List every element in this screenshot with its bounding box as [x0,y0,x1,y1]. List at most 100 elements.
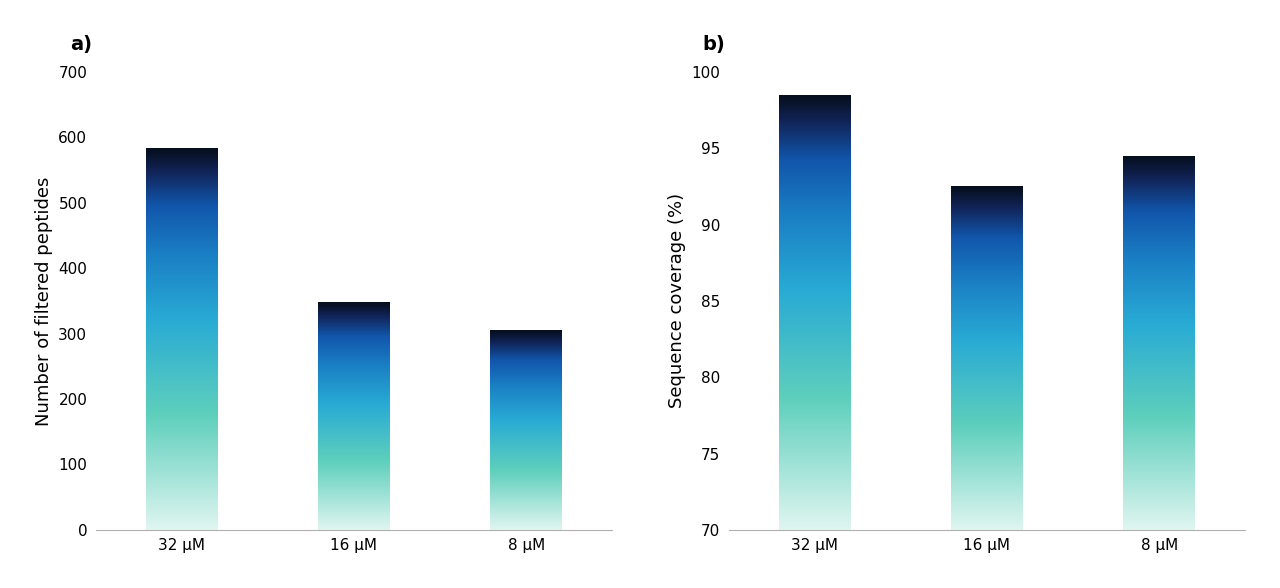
Bar [951,485,1023,486]
Bar [1123,499,1196,500]
Bar [1123,292,1196,293]
Bar [1123,365,1196,366]
Bar [951,360,1023,362]
Bar [1123,428,1196,429]
Bar [1123,245,1196,246]
Bar [778,512,851,513]
Bar [951,187,1023,188]
Bar [951,504,1023,505]
Bar [778,482,851,483]
Bar [146,316,218,318]
Bar [1123,527,1196,528]
Bar [778,126,851,128]
Bar [1123,476,1196,477]
Bar [951,324,1023,325]
Bar [778,129,851,131]
Bar [951,477,1023,479]
Bar [951,246,1023,248]
Y-axis label: Sequence coverage (%): Sequence coverage (%) [668,193,686,409]
Bar [778,222,851,223]
Bar [951,497,1023,498]
Bar [951,276,1023,278]
Bar [951,222,1023,223]
Bar [951,239,1023,240]
Bar [146,176,218,177]
Bar [951,395,1023,396]
Bar [778,412,851,413]
Bar [951,403,1023,405]
Bar [1123,338,1196,339]
Bar [778,179,851,181]
Bar [1123,263,1196,265]
Bar [778,299,851,300]
Bar [951,486,1023,487]
Bar [146,188,218,189]
Bar [146,173,218,174]
Bar [951,425,1023,426]
Bar [146,421,218,422]
Bar [778,259,851,260]
Bar [1123,374,1196,375]
Bar [146,169,218,171]
Bar [1123,387,1196,389]
Bar [951,524,1023,526]
Bar [778,237,851,238]
Bar [951,205,1023,206]
Bar [146,237,218,238]
Bar [146,402,218,403]
Bar [951,300,1023,302]
Bar [951,335,1023,336]
Bar [951,348,1023,349]
Bar [778,454,851,455]
Bar [1123,176,1196,178]
Bar [1123,202,1196,203]
Bar [1123,305,1196,306]
Bar [146,466,218,467]
Bar [951,494,1023,495]
Bar [951,334,1023,335]
Bar [1123,220,1196,221]
Bar [1123,511,1196,512]
Bar [951,255,1023,256]
Bar [146,248,218,249]
Bar [951,217,1023,218]
Bar [778,307,851,308]
Bar [778,353,851,354]
Bar [951,513,1023,514]
Bar [778,261,851,262]
Bar [146,198,218,199]
Bar [146,278,218,279]
Bar [146,432,218,433]
Bar [146,223,218,224]
Bar [778,366,851,367]
Bar [146,283,218,284]
Bar [951,394,1023,395]
Bar [778,392,851,393]
Bar [146,388,218,389]
Bar [146,269,218,270]
Bar [146,343,218,344]
Bar [146,268,218,269]
Bar [146,386,218,387]
Bar [778,274,851,275]
Bar [951,195,1023,196]
Bar [1123,336,1196,338]
Bar [1123,416,1196,417]
Bar [1123,272,1196,273]
Bar [146,330,218,332]
Bar [951,295,1023,296]
Bar [778,95,851,96]
Bar [951,190,1023,191]
Bar [778,279,851,280]
Bar [951,248,1023,249]
Bar [146,380,218,381]
Bar [1123,259,1196,260]
Bar [146,154,218,155]
Bar [778,460,851,462]
Bar [146,383,218,384]
Bar [778,323,851,325]
Bar [1123,273,1196,275]
Bar [951,488,1023,489]
Bar [778,375,851,376]
Bar [1123,258,1196,259]
